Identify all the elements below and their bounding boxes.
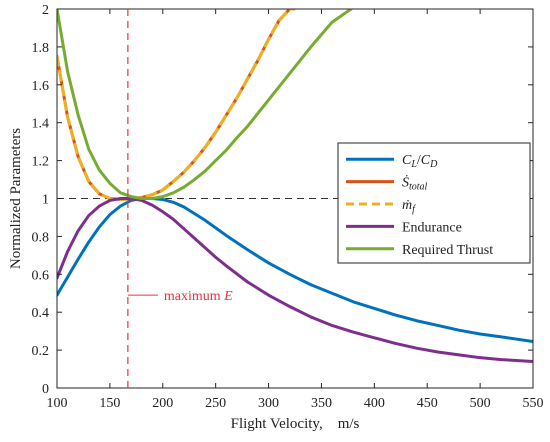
- y-tick-label: 1.6: [32, 79, 50, 94]
- x-tick-label: 500: [470, 396, 491, 411]
- legend-label-clcd: CL/CD: [402, 153, 438, 170]
- legend-label-stotal: Ṡtotal: [402, 174, 428, 193]
- y-tick-label: 1.8: [32, 41, 50, 56]
- series-layer: [57, 9, 533, 363]
- x-tick-label: 250: [205, 396, 226, 411]
- x-tick-label: 300: [258, 396, 279, 411]
- y-tick-label: 1: [42, 193, 49, 208]
- y-tick-label: 0.2: [32, 344, 50, 359]
- legend-label-endurance: Endurance: [402, 220, 462, 235]
- y-tick-label: 0.4: [32, 306, 50, 321]
- x-tick-label: 350: [311, 396, 332, 411]
- y-tick-label: 1.4: [32, 117, 50, 132]
- series-line-4: [57, 9, 353, 200]
- series-line-2: [57, 9, 296, 201]
- legend-label-mf: ṁf: [402, 198, 416, 215]
- series-line-3: [57, 197, 533, 363]
- y-axis-title: Normalized Parameters: [8, 128, 24, 269]
- x-tick-label: 450: [417, 396, 438, 411]
- annotation-layer: maximum E: [127, 9, 233, 388]
- legend-label-requiredthrust: Required Thrust: [402, 243, 493, 258]
- y-tick-label: 0.6: [32, 268, 50, 283]
- annotation-label: maximum E: [164, 289, 233, 304]
- series-line-0: [57, 197, 533, 344]
- y-tick-label: 0: [42, 382, 49, 397]
- x-tick-label: 550: [523, 396, 544, 411]
- legend: CL/CD Ṡtotal ṁf Endurance Required Thrust: [337, 142, 531, 264]
- x-tick-label: 150: [99, 396, 120, 411]
- y-tick-label: 1.2: [32, 155, 50, 170]
- axis-layer: 100 150 200 250 300 350 400 450 500 550 0 0.2 0.4 0.6…: [32, 3, 544, 411]
- legend-box: [337, 142, 531, 264]
- y-tick-label: 0.8: [32, 230, 50, 245]
- y-tick-label: 2: [42, 3, 49, 18]
- x-tick-label: 100: [47, 396, 68, 411]
- x-tick-label: 400: [364, 396, 385, 411]
- x-axis-title: Flight Velocity, m/s: [231, 416, 360, 432]
- x-tick-label: 200: [152, 396, 173, 411]
